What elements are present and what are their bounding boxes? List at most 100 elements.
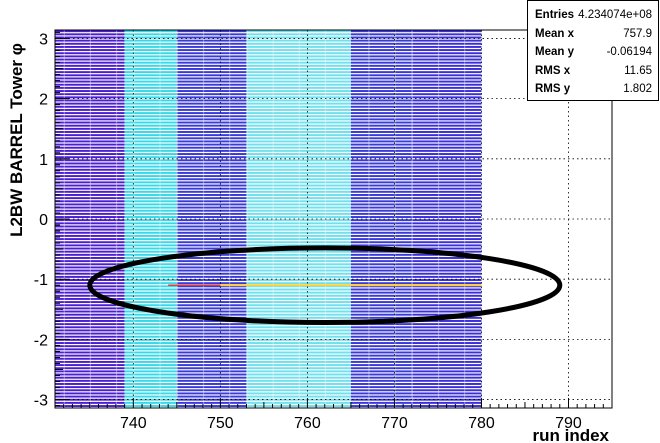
cell-band [350,55,412,58]
cell-band [246,153,351,156]
cell-band [176,326,247,329]
cell-band [176,127,247,130]
cell-band [176,212,247,215]
cell-band [246,93,351,96]
cell-band [350,52,412,55]
cell-band [246,86,351,89]
cell-band [411,222,482,225]
cell-band [55,171,125,174]
cell-band [411,231,482,234]
cell-band [124,187,177,190]
cell-band [411,96,482,99]
cell-band [124,401,177,404]
cell-band [124,118,177,121]
cell-band [350,190,412,193]
cell-band [411,159,482,162]
cell-band [124,364,177,367]
cell-band [246,118,351,121]
y-axis-label: L2BW BARREL Tower φ [7,43,26,237]
cell-band [176,58,247,61]
cell-band [55,178,125,181]
cell-band [176,313,247,316]
x-tick-label: 780 [468,415,495,432]
cell-band [55,52,125,55]
cell-band [411,266,482,269]
cell-band [124,348,177,351]
cell-band [176,351,247,354]
cell-band [350,153,412,156]
cell-band [350,222,412,225]
cell-band [176,171,247,174]
cell-band [350,310,412,313]
cell-band [246,90,351,93]
cell-band [55,134,125,137]
cell-band [124,351,177,354]
cell-band [55,112,125,115]
cell-band [124,291,177,294]
cell-band [246,225,351,228]
cell-band [176,386,247,389]
cell-band [55,395,125,398]
cell-band [176,140,247,143]
cell-band [411,121,482,124]
cell-band [124,181,177,184]
cell-band [411,275,482,278]
cell-band [350,181,412,184]
cell-band [55,83,125,86]
cell-band [350,304,412,307]
cell-band [246,187,351,190]
cell-band [350,102,412,105]
cell-band [411,272,482,275]
y-tick-label: 0 [39,212,48,229]
cell-band [124,228,177,231]
cell-band [246,269,351,272]
y-tick-label: 3 [39,31,48,48]
cell-band [55,244,125,247]
cell-band [176,49,247,52]
cell-band [176,383,247,385]
cell-band [124,184,177,187]
cell-band [124,376,177,379]
cell-band [350,49,412,52]
cell-band [350,64,412,67]
cell-band [350,395,412,398]
cell-band [124,39,177,42]
cell-band [246,45,351,48]
cell-band [350,386,412,389]
cell-band [124,127,177,130]
cell-band [176,93,247,96]
cell-band [124,392,177,395]
cell-band [411,64,482,67]
cell-band [55,200,125,203]
cell-band [246,80,351,83]
cell-band [176,269,247,272]
cell-band [411,320,482,322]
cell-band [55,364,125,367]
cell-band [411,395,482,398]
cell-band [246,316,351,319]
cell-band [411,36,482,39]
cell-band [55,71,125,74]
cell-band [246,244,351,247]
cell-band [124,112,177,115]
cell-band [55,74,125,77]
cell-band [350,71,412,74]
cell-band [350,74,412,77]
cell-band [176,149,247,152]
cell-band [350,357,412,360]
run-stripe [133,30,135,408]
cell-band [246,285,351,288]
cell-band [176,373,247,376]
cell-band [124,367,177,370]
cell-band [176,80,247,83]
cell-band [246,228,351,231]
cell-band [124,99,177,102]
cell-band [124,175,177,178]
cell-band [411,294,482,297]
cell-band [350,30,412,33]
cell-band [55,310,125,313]
cell-band [411,102,482,105]
cell-band [124,80,177,83]
cell-band [176,291,247,294]
axes: 740 750 760 770 780 790 -3 -2 -1 0 1 2 3 [34,29,613,432]
